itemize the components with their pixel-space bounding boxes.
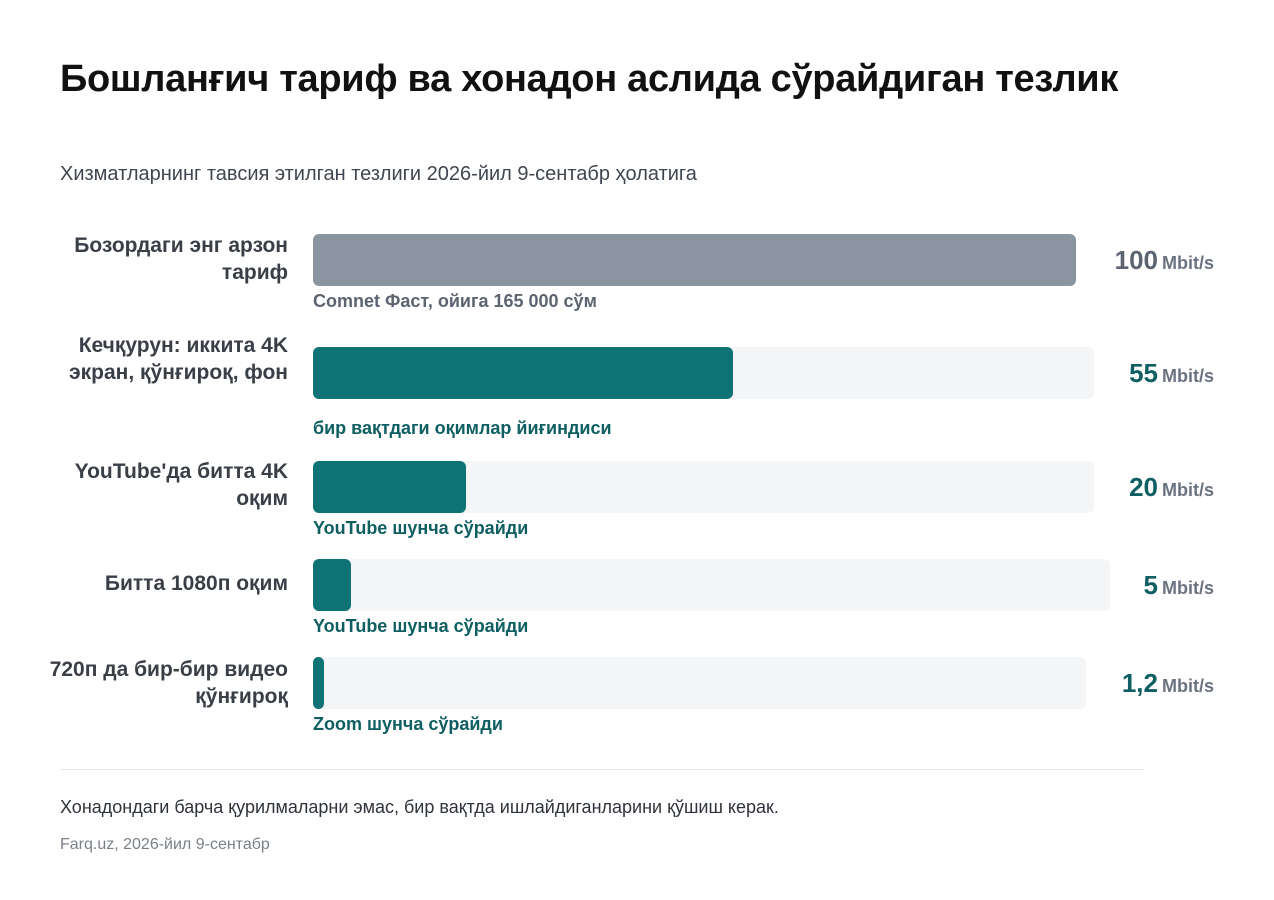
- divider: [60, 769, 1144, 770]
- source-note: Farq.uz, 2026-йил 9-сентабр: [60, 836, 270, 853]
- value-number: 5: [1143, 570, 1158, 600]
- value-unit: Mbit/s: [1162, 253, 1214, 273]
- row-label: Бозордаги энг арзон тариф: [74, 234, 288, 284]
- row-label: YouTube'да битта 4K оқим: [74, 460, 288, 510]
- row-label: Кечқурун: иккита 4K экран, қўнғироқ, фон: [69, 334, 288, 384]
- value-number: 100: [1114, 245, 1158, 275]
- bar: [313, 657, 324, 709]
- bar: [313, 559, 352, 611]
- bar: [313, 234, 1076, 286]
- value-unit: Mbit/s: [1162, 480, 1214, 500]
- value-number: 55: [1129, 358, 1158, 388]
- chart-title: Бошланғич тариф ва хонадон аслида сўрайд…: [60, 58, 1119, 100]
- value-unit: Mbit/s: [1162, 578, 1214, 598]
- row-label: 720п да бир-бир видео қўнғироқ: [49, 658, 288, 708]
- bar-note: YouTube шунча сўрайди: [313, 616, 529, 636]
- value-unit: Mbit/s: [1162, 366, 1214, 386]
- value-unit: Mbit/s: [1162, 676, 1214, 696]
- value-label: 100 Mbit/s: [1115, 245, 1214, 280]
- bar-note: Comnet Фаст, ойига 165 000 сўм: [313, 291, 597, 311]
- value-label: 55 Mbit/s: [1129, 358, 1214, 393]
- bar-note: бир вақтдаги оқимлар йиғиндиси: [313, 418, 612, 438]
- bar-track: [313, 657, 1086, 709]
- footnote: Хонадондаги барча қурилмаларни эмас, бир…: [60, 797, 779, 817]
- value-number: 1,2: [1121, 668, 1158, 698]
- bar-note: Zoom шунча сўрайди: [313, 714, 503, 734]
- chart-subtitle: Хизматларнинг тавсия этилган тезлиги 202…: [60, 163, 697, 185]
- value-label: 5 Mbit/s: [1144, 570, 1214, 605]
- bar: [313, 461, 466, 513]
- row-label: Битта 1080п оқим: [104, 572, 288, 595]
- value-label: 1,2 Mbit/s: [1122, 668, 1214, 703]
- value-number: 20: [1129, 472, 1158, 502]
- bar: [313, 347, 733, 399]
- bar-track: [313, 559, 1110, 611]
- bar-note: YouTube шунча сўрайди: [313, 518, 529, 538]
- value-label: 20 Mbit/s: [1129, 472, 1214, 507]
